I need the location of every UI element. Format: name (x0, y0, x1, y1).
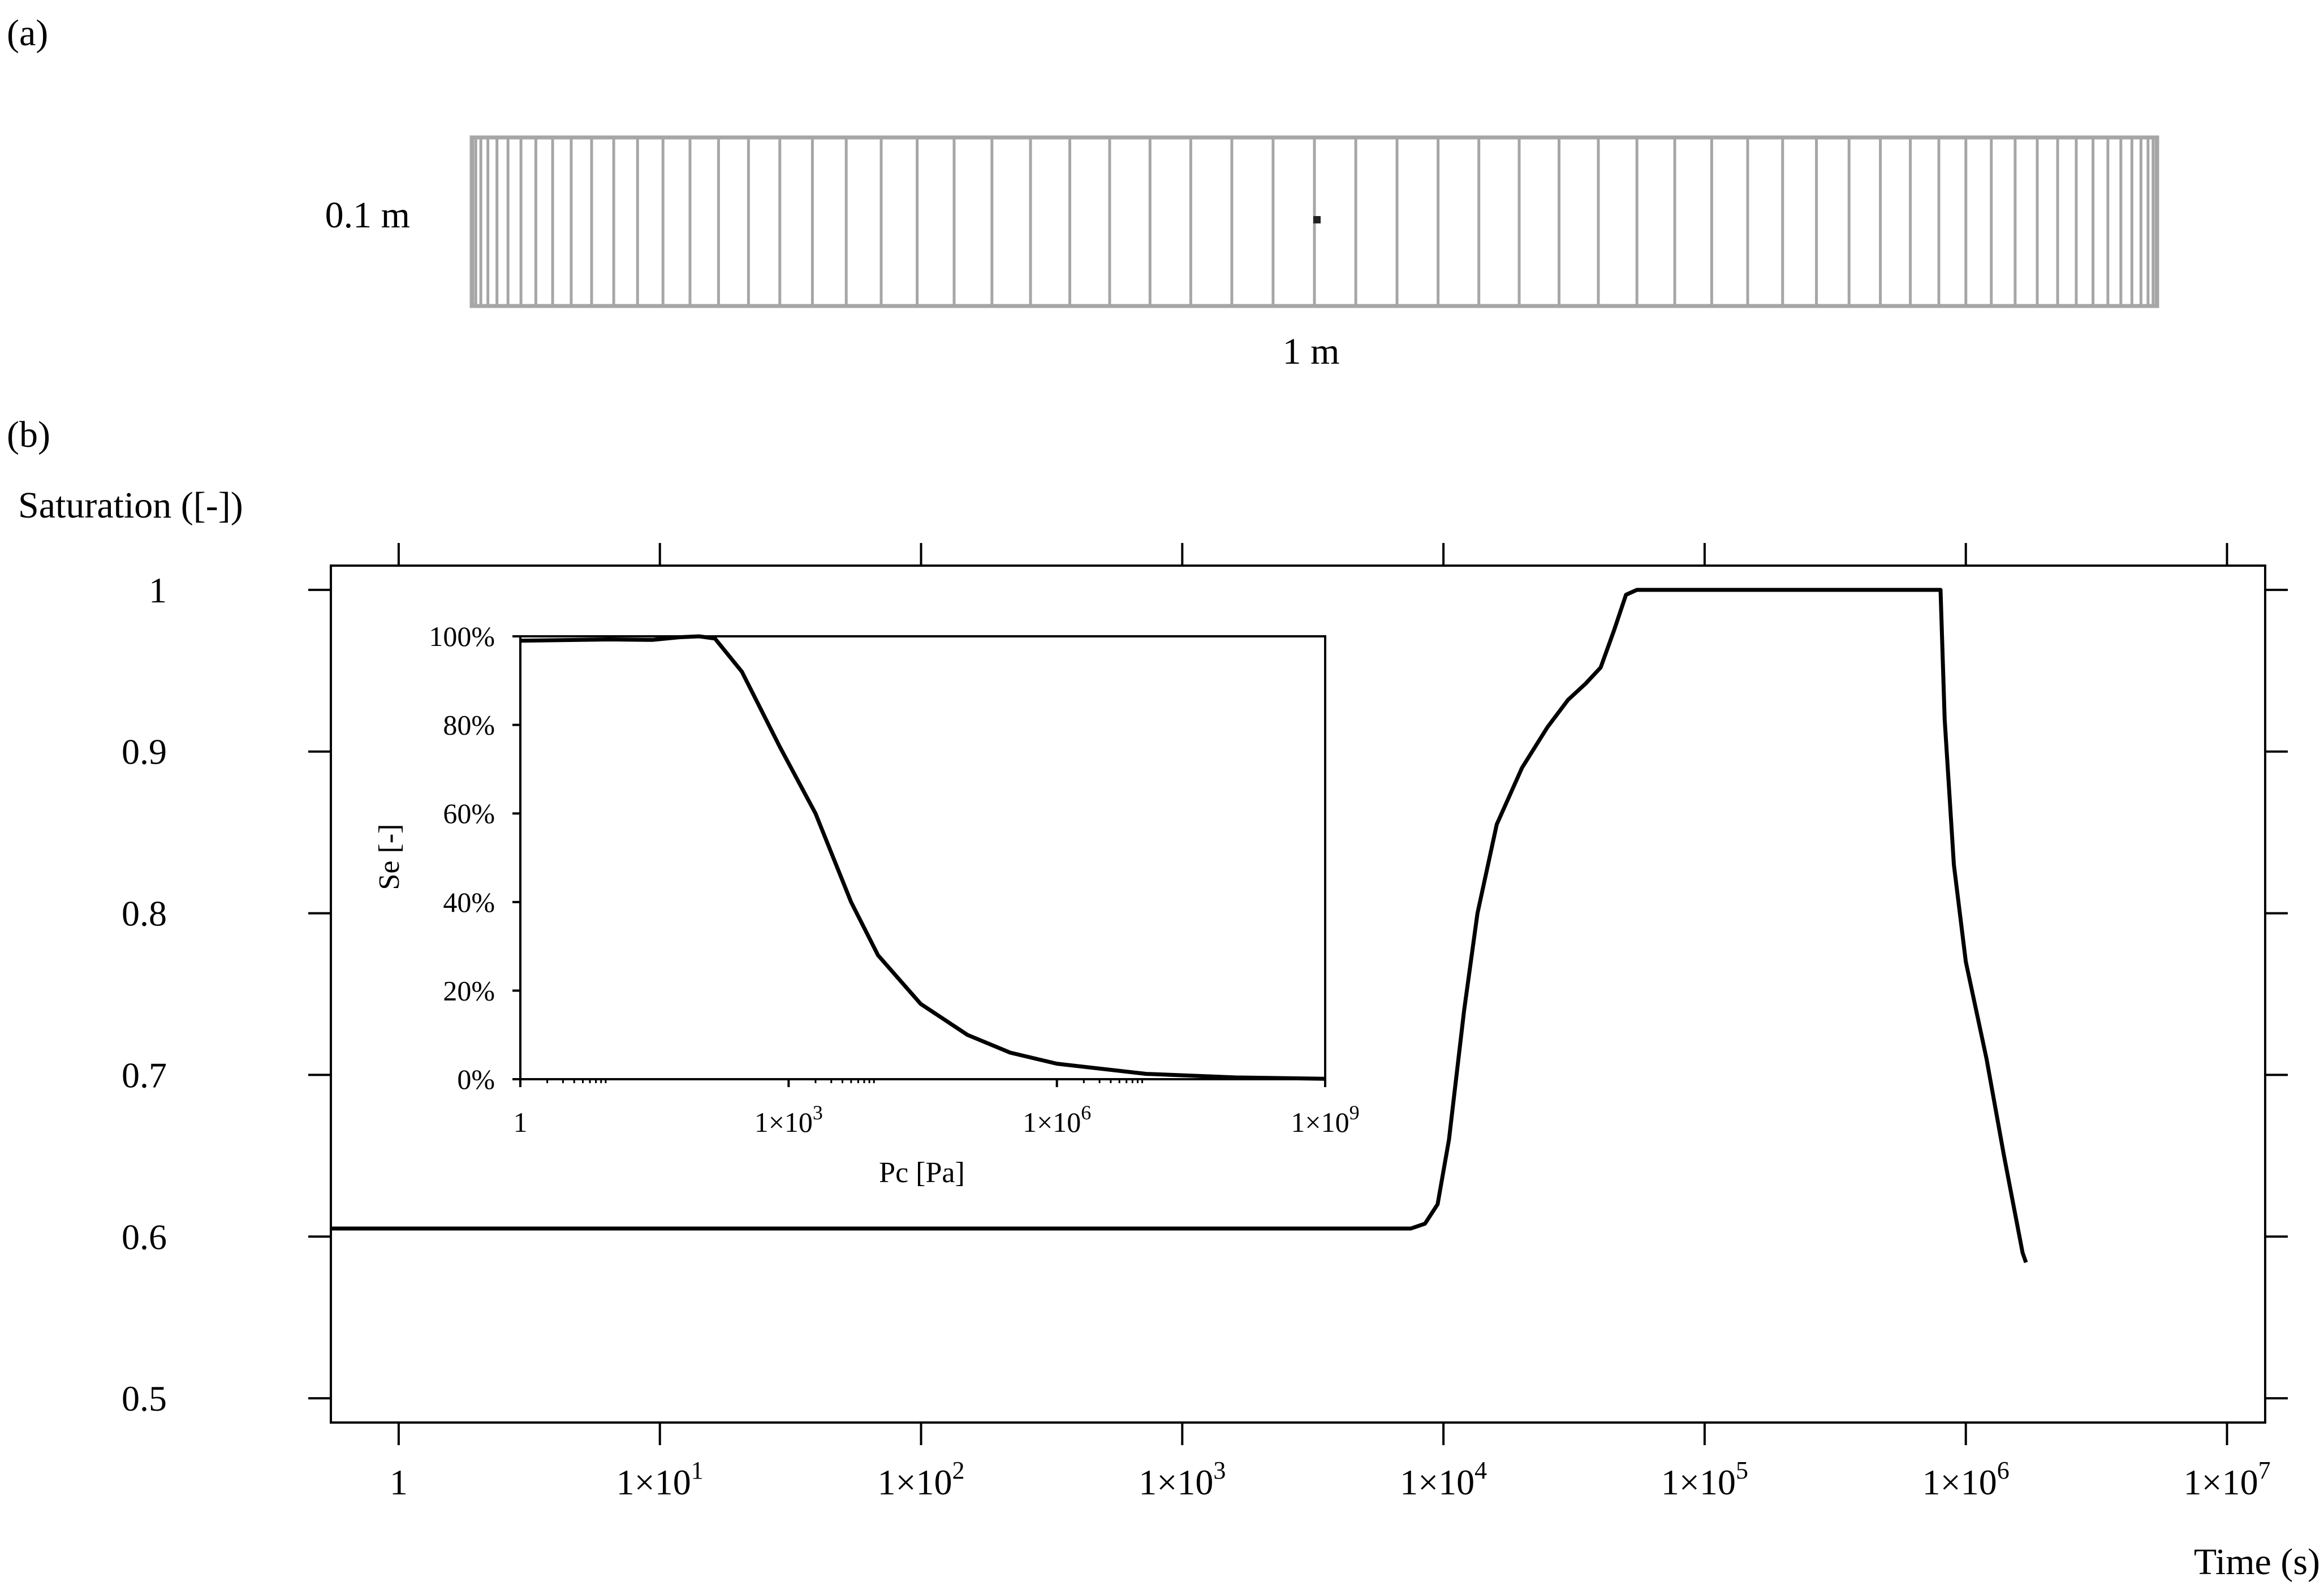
x-tick-label-base: 1×10 (1139, 1462, 1213, 1502)
x-tick-label-exponent: 4 (1474, 1456, 1487, 1484)
x-tick-label-exponent: 5 (1736, 1456, 1748, 1484)
y-tick-label: 100% (429, 620, 495, 652)
x-tick-label-exponent: 3 (813, 1101, 823, 1124)
main-y-tick-labels: 0.5 0.6 0.7 0.8 0.9 1 (122, 570, 167, 1419)
x-tick-label-exponent: 6 (1081, 1101, 1091, 1124)
x-tick-label-base: 1×10 (1922, 1462, 1997, 1502)
y-tick-label: 1 (149, 570, 167, 610)
mesh-diagram (469, 135, 2159, 308)
y-tick-label: 0.7 (122, 1055, 167, 1095)
x-tick-label-base: 1×10 (877, 1462, 952, 1502)
saturation-series-line (331, 588, 2028, 1264)
y-tick-label: 0.8 (122, 894, 167, 934)
inset-axis-ticks (512, 635, 1326, 1087)
x-tick-label-exponent: 9 (1349, 1101, 1360, 1124)
x-tick-label: 1×103 (754, 1101, 823, 1138)
x-tick-label-base: 1 (390, 1462, 408, 1502)
x-tick-label: 1×106 (1922, 1456, 2010, 1502)
mesh-grid-lines (471, 137, 2158, 306)
main-x-tick-labels: 1 1×101 1×102 1×103 1×104 1×105 1×106 1×107 (390, 1456, 2271, 1502)
mesh-point-marker (1313, 216, 1321, 223)
x-tick-label-base: 1×10 (1291, 1106, 1349, 1138)
x-tick-label-exponent: 2 (952, 1456, 965, 1484)
x-tick-label-exponent: 7 (2258, 1456, 2271, 1484)
y-tick-label: 40% (443, 886, 495, 918)
inset-x-axis-label: Pc [Pa] (879, 1157, 965, 1189)
main-y-axis-label: Saturation ([-]) (18, 485, 243, 526)
inset-plot-frame (519, 635, 1326, 1080)
y-tick-label: 0.6 (122, 1217, 167, 1257)
main-plot-frame (330, 564, 2266, 1424)
panel-a-label: (a) (7, 12, 48, 54)
inset-x-tick-labels: 1 1×103 1×106 1×109 (514, 1101, 1360, 1138)
x-tick-label: 1 (514, 1106, 528, 1138)
mesh-width-label: 1 m (1283, 331, 1340, 372)
y-tick-label: 0% (457, 1063, 495, 1095)
y-tick-label: 0.9 (122, 732, 167, 772)
x-tick-label: 1×105 (1661, 1456, 1748, 1502)
y-tick-label: 0.5 (122, 1378, 167, 1419)
x-tick-label: 1×107 (2183, 1456, 2270, 1502)
x-tick-label: 1×101 (616, 1456, 704, 1502)
x-tick-label-base: 1×10 (1400, 1462, 1474, 1502)
mesh-height-label: 0.1 m (325, 195, 410, 236)
x-tick-label-base: 1×10 (2183, 1462, 2258, 1502)
inset-y-axis-label: Se [-] (373, 824, 406, 890)
x-tick-label-base: 1 (514, 1106, 528, 1138)
x-tick-label: 1×104 (1400, 1456, 1487, 1502)
inset-y-tick-labels: 0% 20% 40% 60% 80% 100% (429, 620, 495, 1095)
x-tick-label-exponent: 3 (1213, 1456, 1226, 1484)
y-tick-label: 60% (443, 798, 495, 829)
panel-b-label: (b) (7, 414, 50, 455)
x-tick-label: 1×109 (1291, 1101, 1359, 1138)
x-tick-label-base: 1×10 (1023, 1106, 1081, 1138)
se-pc-series-line (520, 634, 1326, 1081)
y-tick-label: 20% (443, 975, 495, 1006)
x-tick-label: 1×106 (1023, 1101, 1091, 1138)
y-tick-label: 80% (443, 709, 495, 741)
x-tick-label: 1×103 (1139, 1456, 1226, 1502)
main-axis-ticks (308, 543, 2288, 1445)
x-tick-label: 1 (390, 1462, 408, 1502)
x-tick-label: 1×102 (877, 1456, 964, 1502)
x-tick-label-base: 1×10 (1661, 1462, 1736, 1502)
x-tick-label-exponent: 6 (1997, 1456, 2010, 1484)
x-tick-label-base: 1×10 (616, 1462, 691, 1502)
x-tick-label-base: 1×10 (754, 1106, 813, 1138)
main-x-axis-label: Time (s) (2194, 1541, 2320, 1583)
x-tick-label-exponent: 1 (691, 1456, 704, 1484)
